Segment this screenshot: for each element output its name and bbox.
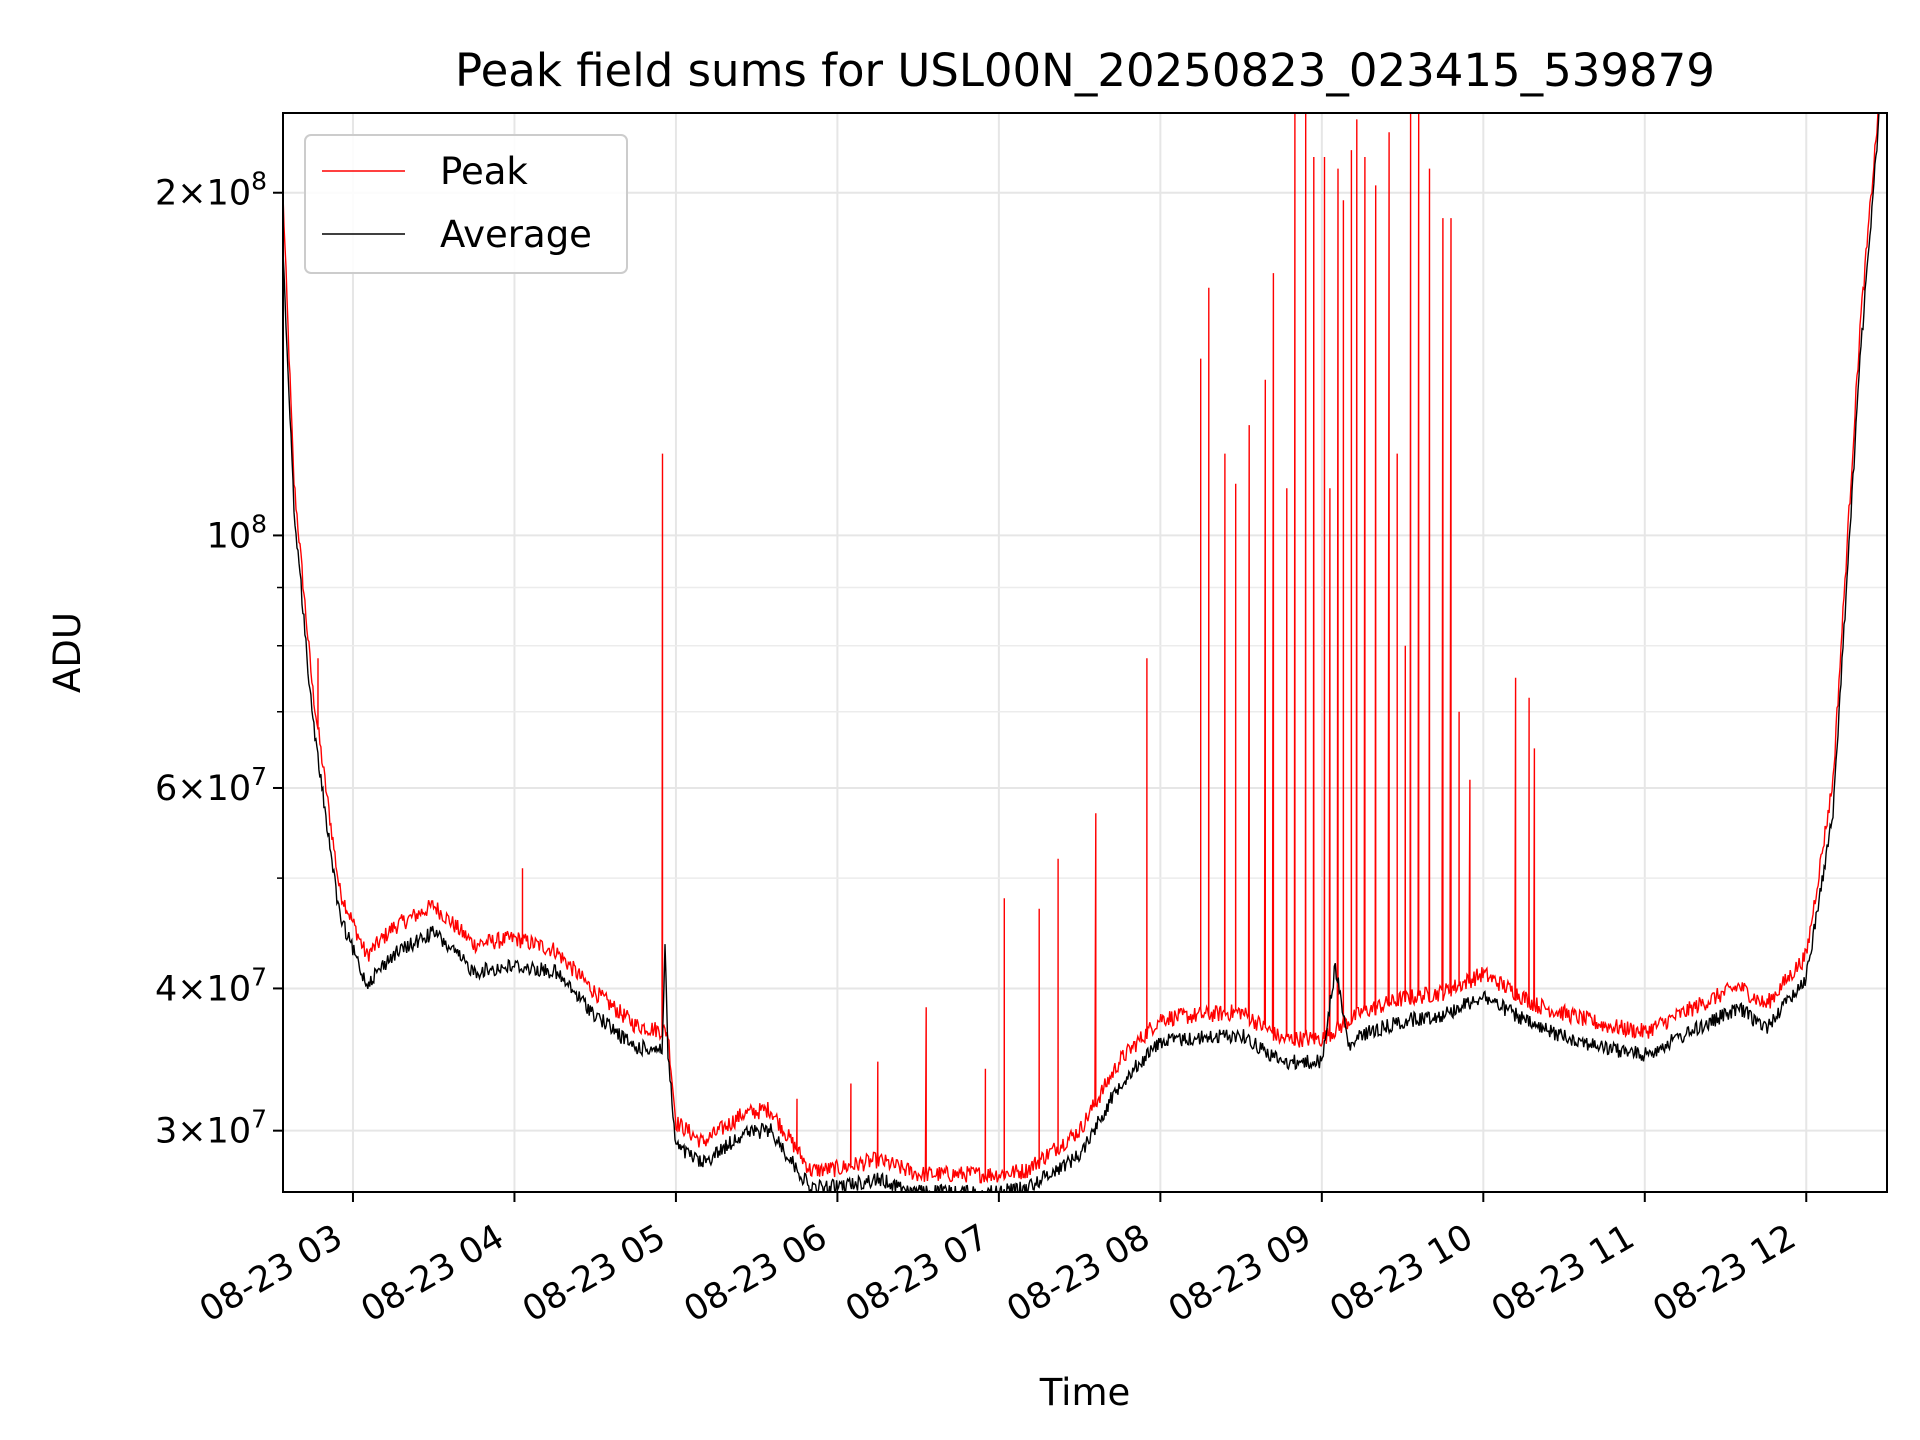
y-tick-exponent: 8 xyxy=(251,167,267,196)
y-tick-label: 6×107 xyxy=(155,762,267,809)
y-tick-mantissa: 2 xyxy=(155,174,177,214)
average-series-line xyxy=(283,113,1880,1192)
y-tick-exponent: 8 xyxy=(251,509,267,538)
chart-title: Peak field sums for USL00N_20250823_0234… xyxy=(455,44,1715,97)
y-tick-label: 108 xyxy=(207,509,267,556)
y-tick-exponent: 7 xyxy=(251,762,267,791)
y-tick-label: 4×107 xyxy=(155,962,267,1009)
y-tick-mantissa: 3 xyxy=(155,1112,177,1152)
legend-average-label: Average xyxy=(440,213,592,256)
y-tick-exponent: 7 xyxy=(251,1105,267,1134)
series-layer xyxy=(283,113,1880,1192)
axes-frame xyxy=(282,112,1888,1193)
x-axis-label: Time xyxy=(1039,1371,1131,1414)
peak-series-line xyxy=(283,113,1879,1184)
y-tick-mantissa: 4 xyxy=(155,969,177,1009)
legend: Peak Average xyxy=(304,134,628,274)
y-tick-label: 3×107 xyxy=(155,1105,267,1152)
y-tick-exponent: 7 xyxy=(251,962,267,991)
y-tick-mantissa: 6 xyxy=(155,769,177,809)
grid xyxy=(283,113,1887,1192)
y-axis-label: ADU xyxy=(46,612,89,693)
legend-peak-label: Peak xyxy=(440,150,528,193)
y-tick-label: 2×108 xyxy=(155,167,267,214)
legend-box xyxy=(304,134,628,274)
